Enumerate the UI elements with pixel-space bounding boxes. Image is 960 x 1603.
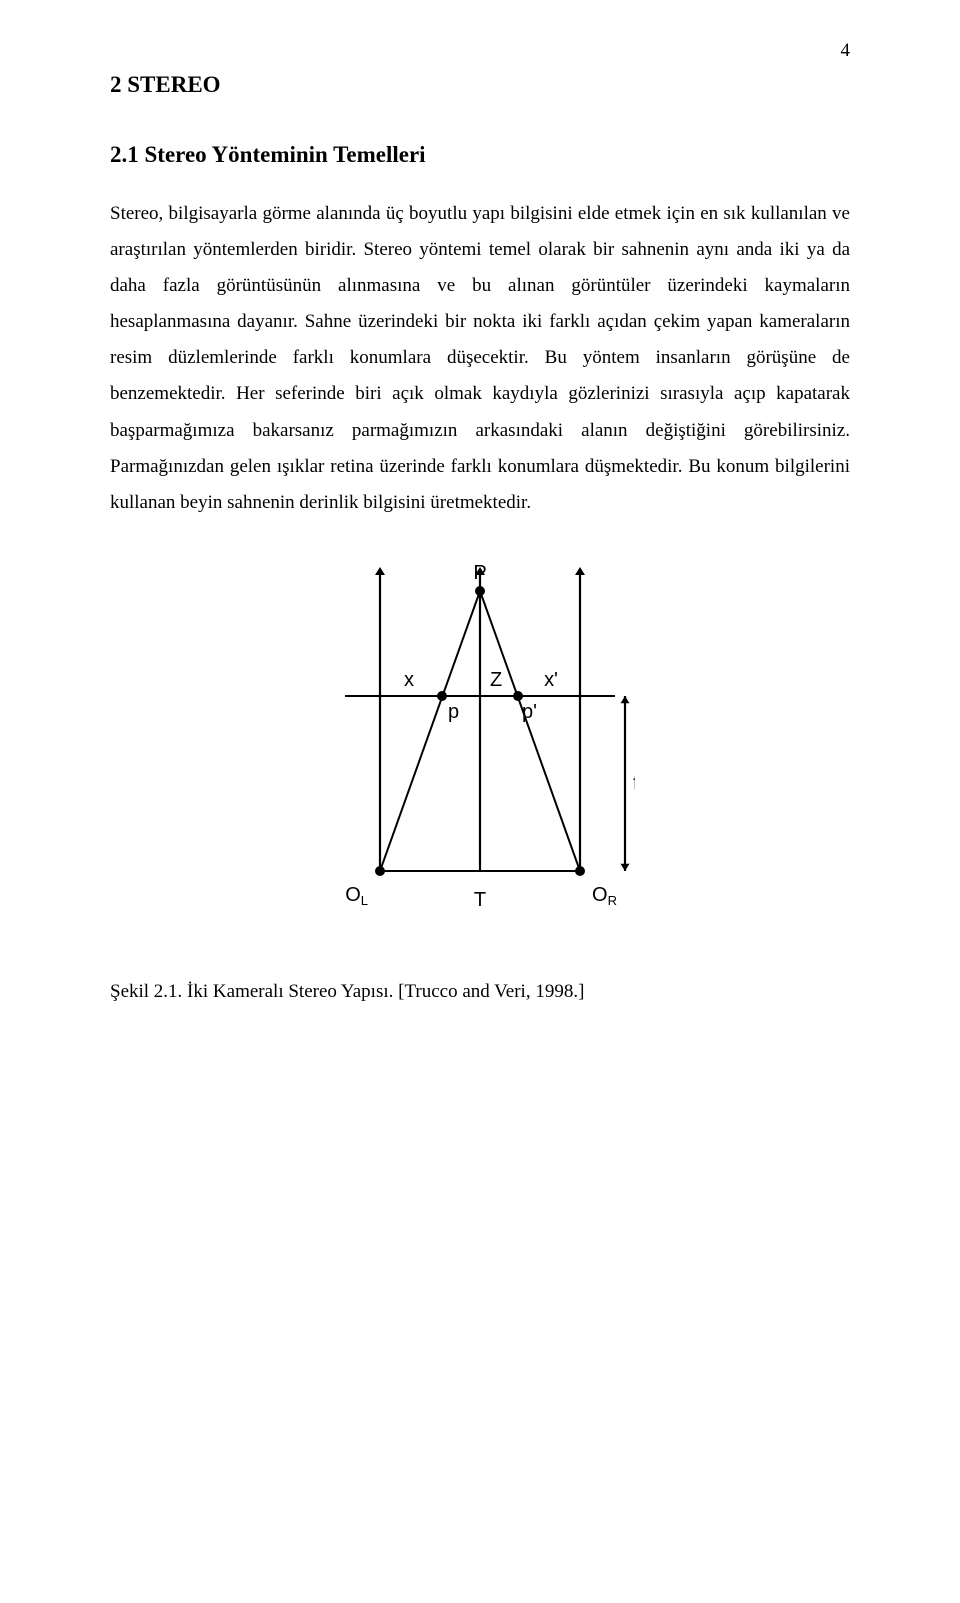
heading-chapter: 2 STEREO	[110, 72, 850, 98]
figure-caption: Şekil 2.1. İki Kameralı Stereo Yapısı. […	[110, 981, 850, 1003]
svg-text:p': p'	[522, 701, 537, 723]
stereo-svg: P Zx x' p p' f OL OR T	[325, 561, 635, 921]
svg-text:T: T	[474, 889, 486, 911]
svg-text:x': x'	[544, 669, 558, 691]
svg-text:P: P	[473, 562, 486, 584]
figure-stereo-diagram: P Zx x' p p' f OL OR T	[110, 561, 850, 921]
svg-text:OL: OL	[345, 884, 368, 908]
body-paragraph: Stereo, bilgisayarla görme alanında üç b…	[110, 196, 850, 521]
svg-text:Z: Z	[490, 669, 502, 691]
svg-text:OR: OR	[592, 884, 617, 908]
page-number: 4	[841, 40, 851, 62]
heading-section: 2.1 Stereo Yönteminin Temelleri	[110, 142, 850, 168]
page: 4 2 STEREO 2.1 Stereo Yönteminin Temelle…	[0, 0, 960, 1603]
svg-text:x: x	[404, 669, 414, 691]
svg-text:f: f	[633, 772, 635, 794]
svg-text:p: p	[448, 701, 459, 723]
